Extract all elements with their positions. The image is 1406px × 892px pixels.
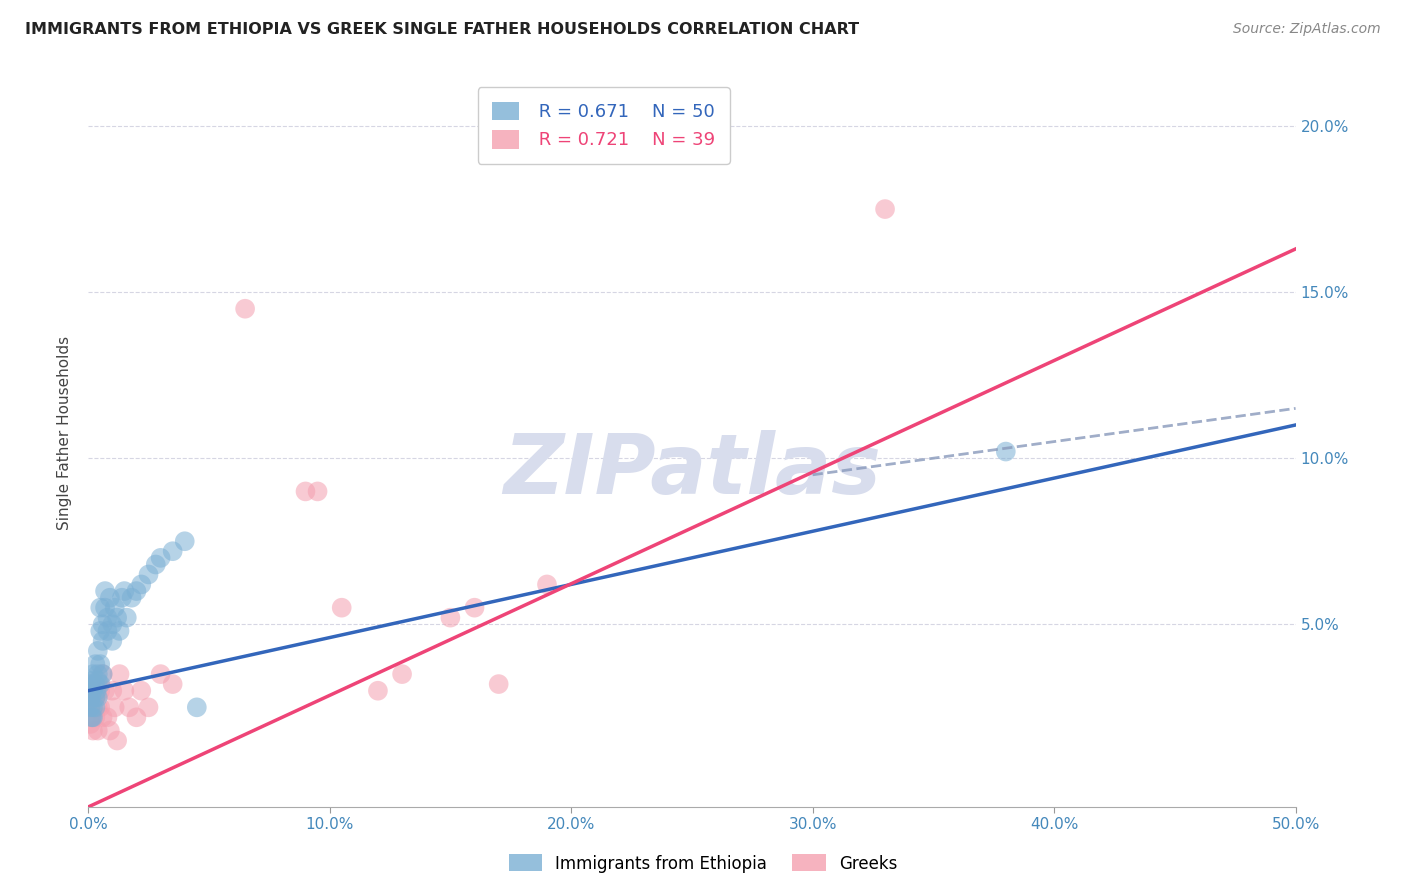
Point — [87, 644, 110, 658]
Point — [173, 534, 195, 549]
Point — [101, 633, 124, 648]
Point — [89, 700, 111, 714]
Point — [98, 591, 121, 605]
Point — [79, 710, 101, 724]
Point — [89, 677, 111, 691]
Point — [145, 558, 167, 572]
Text: Source: ZipAtlas.com: Source: ZipAtlas.com — [1233, 22, 1381, 37]
Point — [149, 667, 172, 681]
Point — [105, 610, 128, 624]
Point — [82, 723, 104, 738]
Point — [84, 690, 107, 705]
Point — [108, 624, 131, 638]
Point — [105, 733, 128, 747]
Point — [94, 584, 117, 599]
Point — [91, 633, 114, 648]
Point — [138, 567, 160, 582]
Point — [82, 710, 104, 724]
Point — [79, 694, 101, 708]
Point — [84, 700, 107, 714]
Point — [873, 202, 896, 216]
Point — [79, 690, 101, 705]
Point — [104, 600, 127, 615]
Point — [80, 673, 103, 688]
Point — [91, 667, 114, 681]
Point — [367, 683, 389, 698]
Point — [125, 710, 148, 724]
Point — [82, 683, 104, 698]
Point — [79, 677, 101, 691]
Point — [129, 577, 152, 591]
Point — [80, 710, 103, 724]
Point — [84, 690, 107, 705]
Point — [118, 700, 141, 714]
Point — [79, 700, 101, 714]
Point — [186, 700, 208, 714]
Point — [82, 700, 104, 714]
Point — [91, 617, 114, 632]
Point — [111, 591, 134, 605]
Point — [87, 700, 110, 714]
Text: IMMIGRANTS FROM ETHIOPIA VS GREEK SINGLE FATHER HOUSEHOLDS CORRELATION CHART: IMMIGRANTS FROM ETHIOPIA VS GREEK SINGLE… — [25, 22, 859, 37]
Point — [89, 624, 111, 638]
Point — [439, 610, 461, 624]
Point — [79, 700, 101, 714]
Point — [82, 683, 104, 698]
Point — [91, 667, 114, 681]
Point — [89, 683, 111, 698]
Point — [94, 683, 117, 698]
Point — [101, 617, 124, 632]
Point — [84, 677, 107, 691]
Point — [96, 710, 118, 724]
Point — [536, 577, 558, 591]
Point — [89, 657, 111, 672]
Point — [149, 550, 172, 565]
Point — [87, 667, 110, 681]
Point — [464, 600, 486, 615]
Point — [94, 600, 117, 615]
Point — [162, 677, 184, 691]
Point — [994, 444, 1017, 458]
Point — [96, 624, 118, 638]
Point — [233, 301, 256, 316]
Point — [112, 584, 135, 599]
Point — [112, 683, 135, 698]
Point — [91, 710, 114, 724]
Point — [82, 667, 104, 681]
Point — [115, 610, 138, 624]
Point — [121, 591, 143, 605]
Point — [138, 700, 160, 714]
Point — [101, 683, 124, 698]
Point — [79, 717, 101, 731]
Point — [125, 584, 148, 599]
Point — [80, 690, 103, 705]
Point — [87, 673, 110, 688]
Point — [294, 484, 316, 499]
Point — [129, 683, 152, 698]
Point — [488, 677, 510, 691]
Point — [87, 690, 110, 705]
Point — [89, 600, 111, 615]
Point — [391, 667, 413, 681]
Point — [162, 544, 184, 558]
Point — [96, 610, 118, 624]
Y-axis label: Single Father Households: Single Father Households — [58, 336, 72, 531]
Point — [307, 484, 329, 499]
Text: ZIPatlas: ZIPatlas — [503, 430, 880, 511]
Point — [108, 667, 131, 681]
Legend: Immigrants from Ethiopia, Greeks: Immigrants from Ethiopia, Greeks — [502, 847, 904, 880]
Point — [86, 683, 108, 698]
Point — [98, 723, 121, 738]
Point — [104, 700, 127, 714]
Point — [79, 683, 101, 698]
Point — [330, 600, 353, 615]
Point — [84, 710, 107, 724]
Point — [87, 723, 110, 738]
Legend:  R = 0.671    N = 50,  R = 0.721    N = 39: R = 0.671 N = 50, R = 0.721 N = 39 — [478, 87, 730, 164]
Point — [84, 657, 107, 672]
